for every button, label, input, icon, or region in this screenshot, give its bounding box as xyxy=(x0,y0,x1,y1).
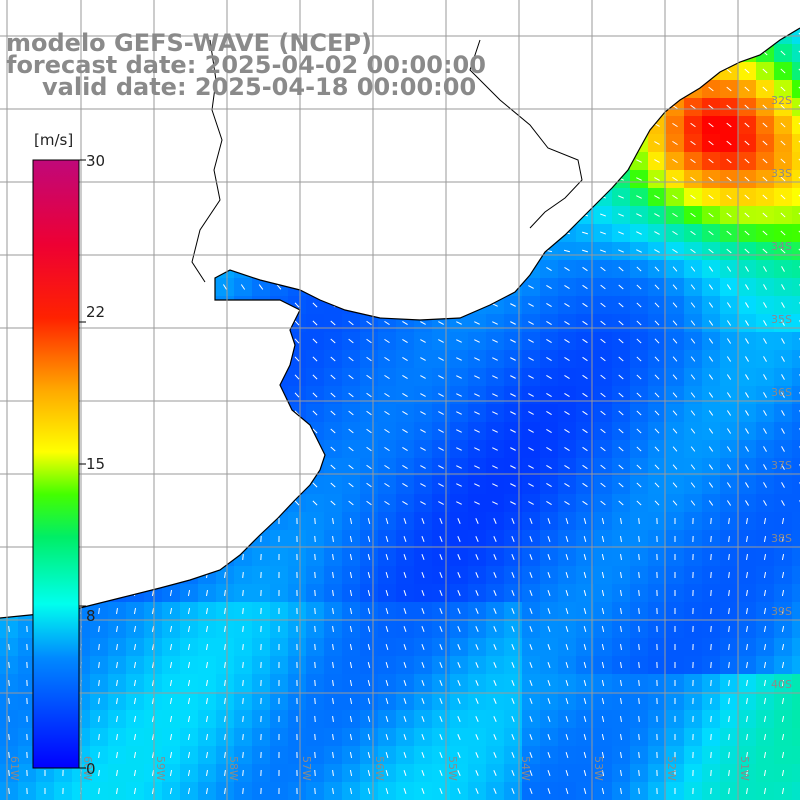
lon-label: 61W xyxy=(8,756,21,781)
colorbar-label-8: 8 xyxy=(86,607,96,625)
colorbar-unit: [m/s] xyxy=(34,131,74,149)
coastline xyxy=(0,27,800,619)
colorbar-label-30: 30 xyxy=(86,152,106,170)
lon-label: 57W xyxy=(300,756,313,781)
forecast-date: forecast date: 2025-04-02 00:00:00 xyxy=(6,51,486,79)
lat-label: 33S xyxy=(771,167,792,180)
lon-label: 55W xyxy=(446,756,459,781)
country-border xyxy=(191,39,583,283)
colorbar-label-0: 0 xyxy=(86,760,96,778)
lon-label: 54W xyxy=(519,756,532,781)
lat-label: 35S xyxy=(771,313,792,326)
lon-label: 58W xyxy=(227,756,240,781)
lon-label: 51W xyxy=(738,756,751,781)
lon-label: 56W xyxy=(373,756,386,781)
lat-label: 39S xyxy=(771,605,792,618)
lat-label: 37S xyxy=(771,459,792,472)
colorbar-gradient xyxy=(32,159,80,769)
lat-label: 32S xyxy=(771,94,792,107)
lat-label: 38S xyxy=(771,532,792,545)
latitude-labels: 32S 33S 34S 35S 36S 37S 38S 39S 40S xyxy=(771,94,792,691)
lat-label: 36S xyxy=(771,386,792,399)
lon-label: 52W xyxy=(665,756,678,781)
lat-label: 34S xyxy=(771,240,792,253)
lon-label: 60W xyxy=(81,756,94,781)
longitude-labels: 61W 60W 59W 58W 57W 56W 55W 54W 53W 52W 51W xyxy=(8,756,751,781)
lon-label: 53W xyxy=(592,756,605,781)
model-title: modelo GEFS-WAVE (NCEP) xyxy=(6,29,372,57)
land-mass xyxy=(0,0,800,618)
colorbar-label-15: 15 xyxy=(86,455,106,473)
colorbar-label-22: 22 xyxy=(86,303,106,321)
lon-label: 59W xyxy=(154,756,167,781)
valid-date: valid date: 2025-04-18 00:00:00 xyxy=(42,73,477,101)
lat-label: 40S xyxy=(771,678,792,691)
